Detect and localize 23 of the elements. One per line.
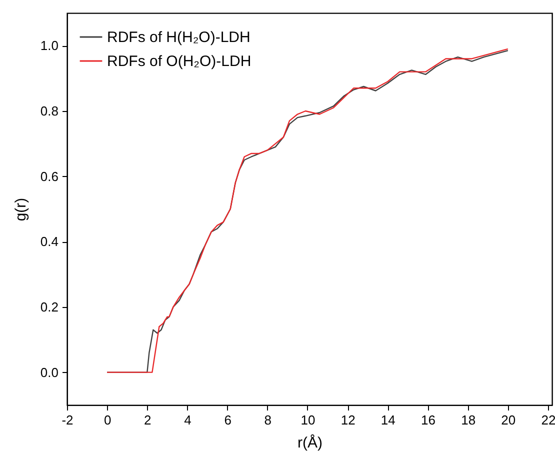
x-tick-label: 22 (541, 412, 555, 428)
legend-label: RDFs of O(H₂O)-LDH (107, 53, 252, 70)
x-tick-label: 12 (340, 412, 356, 428)
y-tick-label: 0.0 (40, 364, 58, 380)
x-tick-label: -2 (62, 412, 74, 428)
x-tick-label: 8 (264, 412, 272, 428)
y-tick-label: 1.0 (40, 38, 58, 54)
x-tick-label: 4 (184, 412, 192, 428)
legend-label: RDFs of H(H₂O)-LDH (107, 29, 250, 46)
y-tick-label: 0.4 (40, 234, 58, 250)
x-tick-label: 6 (224, 412, 232, 428)
x-tick-label: 18 (461, 412, 476, 428)
x-tick-label: 14 (380, 412, 396, 428)
x-tick-label: 16 (421, 412, 436, 428)
y-axis-title: g(r) (12, 198, 30, 222)
y-tick-label: 0.2 (40, 300, 58, 314)
y-tick-label: 0.6 (40, 168, 58, 184)
x-tick-label: 2 (144, 412, 152, 428)
x-tick-label: 10 (300, 412, 316, 428)
x-axis-title: r(Å) (298, 434, 322, 452)
x-tick-label: 20 (501, 412, 516, 428)
x-tick-label: 0 (104, 412, 112, 428)
y-tick-label: 0.8 (40, 104, 58, 118)
